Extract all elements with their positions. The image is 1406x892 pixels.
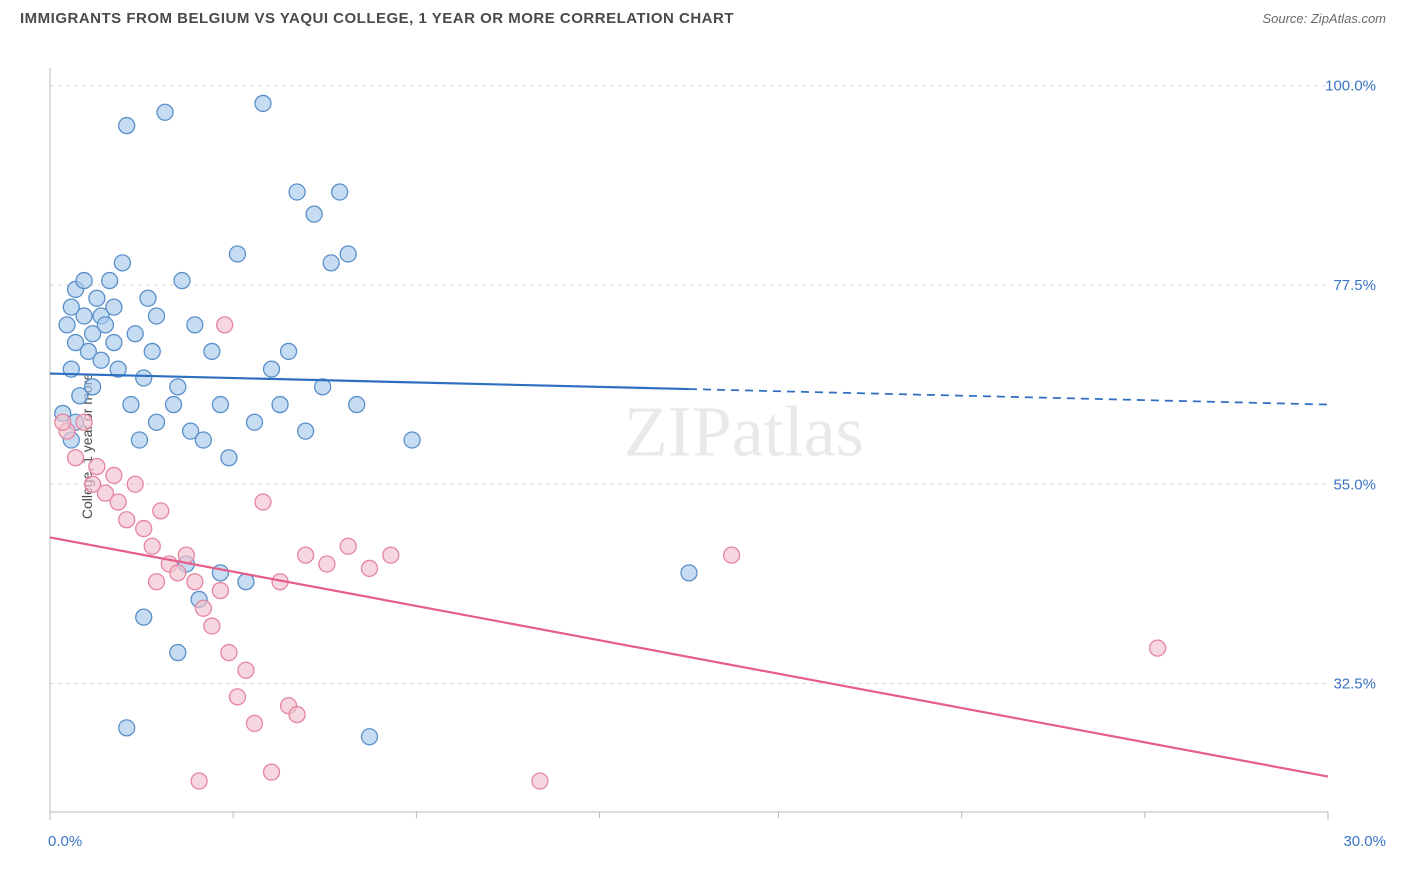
x-axis-labels: 0.0% 30.0% [48, 833, 1386, 850]
x-tick-min: 0.0% [48, 833, 82, 850]
svg-text:77.5%: 77.5% [1333, 277, 1376, 294]
x-tick-max: 30.0% [1343, 833, 1386, 850]
chart-title: IMMIGRANTS FROM BELGIUM VS YAQUI COLLEGE… [20, 10, 734, 27]
source-label: Source: ZipAtlas.com [1262, 11, 1386, 26]
scatter-plot-svg: 32.5% 55.0% 77.5% 100.0% ZIPatlas [48, 48, 1386, 832]
svg-text:32.5%: 32.5% [1333, 676, 1376, 693]
chart-area: 32.5% 55.0% 77.5% 100.0% ZIPatlas [48, 48, 1386, 832]
svg-text:ZIPatlas: ZIPatlas [624, 392, 864, 472]
svg-text:100.0%: 100.0% [1325, 78, 1376, 95]
svg-text:55.0%: 55.0% [1333, 476, 1376, 493]
chart-header: IMMIGRANTS FROM BELGIUM VS YAQUI COLLEGE… [0, 0, 1406, 35]
